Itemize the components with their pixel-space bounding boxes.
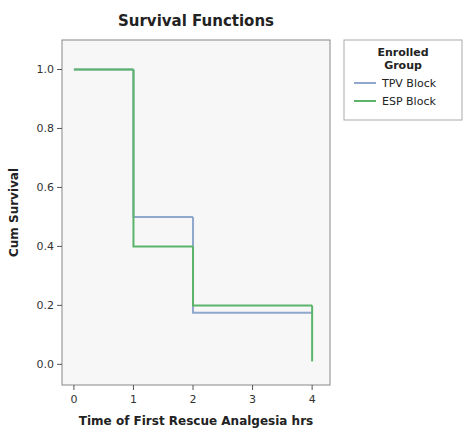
legend-box (344, 40, 462, 120)
x-tick (73, 385, 74, 390)
y-tick (57, 187, 62, 188)
y-tick-label: 0.2 (37, 299, 55, 312)
y-tick-label: 1.0 (37, 63, 55, 76)
step-segment (74, 68, 134, 70)
legend-entry: TPV Block (381, 77, 437, 90)
legend-swatch (354, 100, 376, 102)
x-tick (312, 385, 313, 390)
x-axis-label: Time of First Rescue Analgesia hrs (79, 414, 313, 428)
y-tick-label: 0.4 (37, 240, 55, 253)
legend-title: EnrolledGroup (377, 46, 428, 72)
legend-swatch (354, 82, 376, 84)
legend-title-line: Enrolled (377, 46, 428, 59)
y-tick-label: 0.8 (37, 122, 55, 135)
chart-container: Survival Functions 0 1 2 3 4 0.0 0.2 0.4 0.6 0.8 1.… (0, 0, 474, 443)
x-tick-label: 0 (70, 393, 77, 406)
step-segment (311, 305, 313, 361)
y-tick (57, 305, 62, 306)
x-tick (133, 385, 134, 390)
step-segment (133, 69, 193, 246)
plot-frame (62, 40, 330, 385)
y-tick (57, 128, 62, 129)
chart-title: Survival Functions (118, 12, 274, 30)
x-tick (252, 385, 253, 390)
step-segment (133, 69, 193, 216)
x-tick-label: 1 (130, 393, 137, 406)
x-tick-label: 3 (249, 393, 256, 406)
x-tick-label: 4 (309, 393, 316, 406)
y-tick-label: 0.6 (37, 181, 55, 194)
chart-svg: Survival Functions 0 1 2 3 4 0.0 0.2 0.4 0.6 0.8 1.… (0, 0, 474, 443)
x-tick (193, 385, 194, 390)
y-axis-label: Cum Survival (7, 168, 21, 257)
y-tick (57, 246, 62, 247)
y-tick (57, 69, 62, 70)
y-tick-label: 0.0 (37, 358, 55, 371)
y-tick (57, 364, 62, 365)
series-group (74, 69, 312, 361)
step-segment (193, 217, 312, 313)
legend: EnrolledGroup TPV Block ESP Block (344, 40, 462, 120)
legend-title-line: Group (384, 59, 422, 72)
legend-entry: ESP Block (382, 95, 436, 108)
x-tick-label: 2 (190, 393, 197, 406)
step-segment (193, 246, 312, 305)
step-segment (74, 68, 134, 70)
